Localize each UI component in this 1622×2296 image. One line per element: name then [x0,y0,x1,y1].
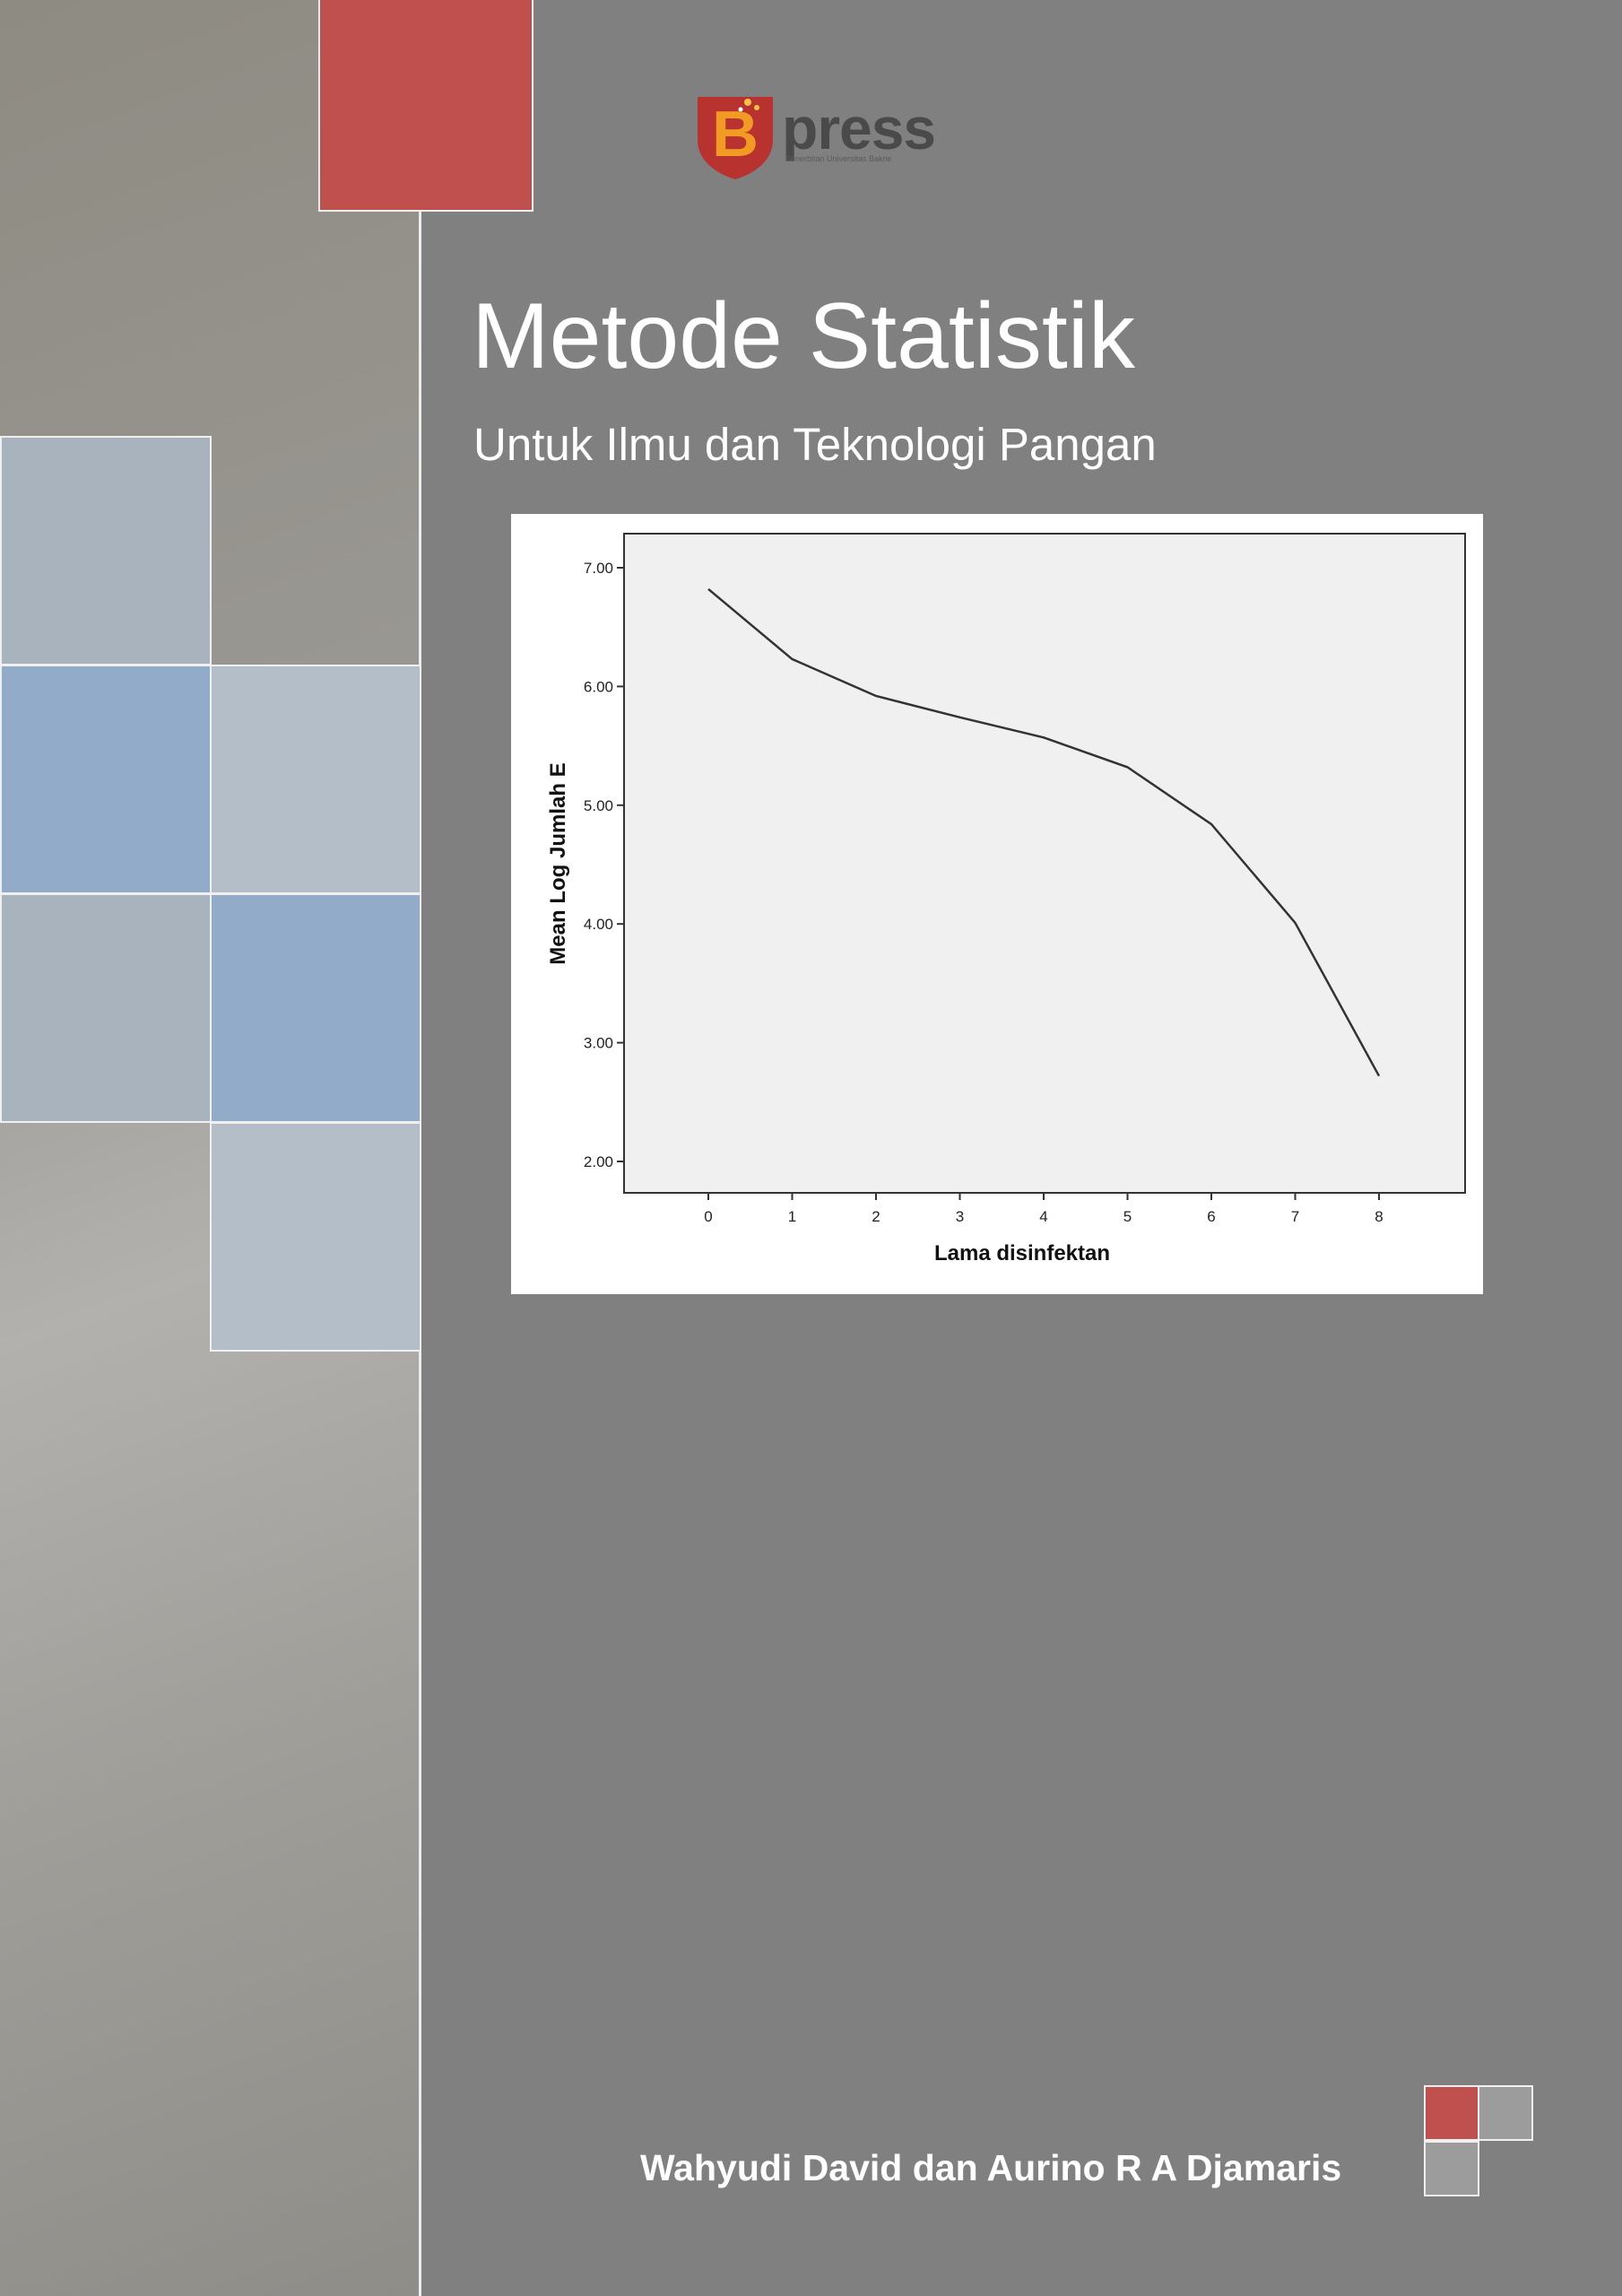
decorative-small-square [1424,2141,1479,2196]
y-tick-label: 3.00 [584,1035,613,1052]
plot-area [623,533,1466,1194]
x-tick-label: 3 [956,1208,964,1225]
logo-letter: B [712,99,759,170]
logo-word: press [782,95,936,161]
logo-shield-icon: B [698,97,773,179]
x-tick-label: 2 [872,1208,880,1225]
line-chart: 2.00 3.00 4.00 5.00 6.00 7.00 0 1 2 3 4 5 6 7 8 Lama … [546,533,1466,1265]
decorative-square [210,665,421,894]
decorative-small-square [1478,2085,1533,2141]
x-tick-label: 8 [1375,1208,1383,1225]
publisher-logo: B press Penerbitan Universitas Bakrie [696,93,936,179]
y-tick-label: 7.00 [584,560,613,577]
x-tick-label: 6 [1207,1208,1215,1225]
x-tick-label: 1 [788,1208,796,1225]
logo-tagline: Penerbitan Universitas Bakrie [785,154,892,163]
x-tick-label: 4 [1039,1208,1047,1225]
x-axis-label: Lama disinfektan [934,1241,1110,1265]
book-subtitle: Untuk Ilmu dan Teknologi Pangan [473,419,1157,470]
x-tick-label: 7 [1291,1208,1299,1225]
decorative-red-square-top [318,0,533,212]
book-authors: Wahyudi David dan Aurino R A Djamaris [640,2147,1342,2188]
book-title: Metode Statistik [472,284,1135,388]
y-axis-label: Mean Log Jumlah E [546,762,570,964]
decorative-square [210,1122,421,1352]
cover-chart: 2.00 3.00 4.00 5.00 6.00 7.00 0 1 2 3 4 5 6 7 8 Lama … [511,514,1483,1294]
y-tick-label: 2.00 [584,1153,613,1170]
decorative-small-red-square [1424,2085,1479,2141]
decorative-square [0,665,212,894]
series-line [707,587,1381,1077]
decorative-square [210,893,421,1123]
y-tick-label: 4.00 [584,916,613,933]
x-tick-label: 0 [704,1208,712,1225]
y-tick-label: 5.00 [584,797,613,814]
decorative-square [0,436,212,665]
y-tick-label: 6.00 [584,678,613,695]
x-tick-label: 5 [1123,1208,1132,1225]
decorative-square [0,893,212,1123]
